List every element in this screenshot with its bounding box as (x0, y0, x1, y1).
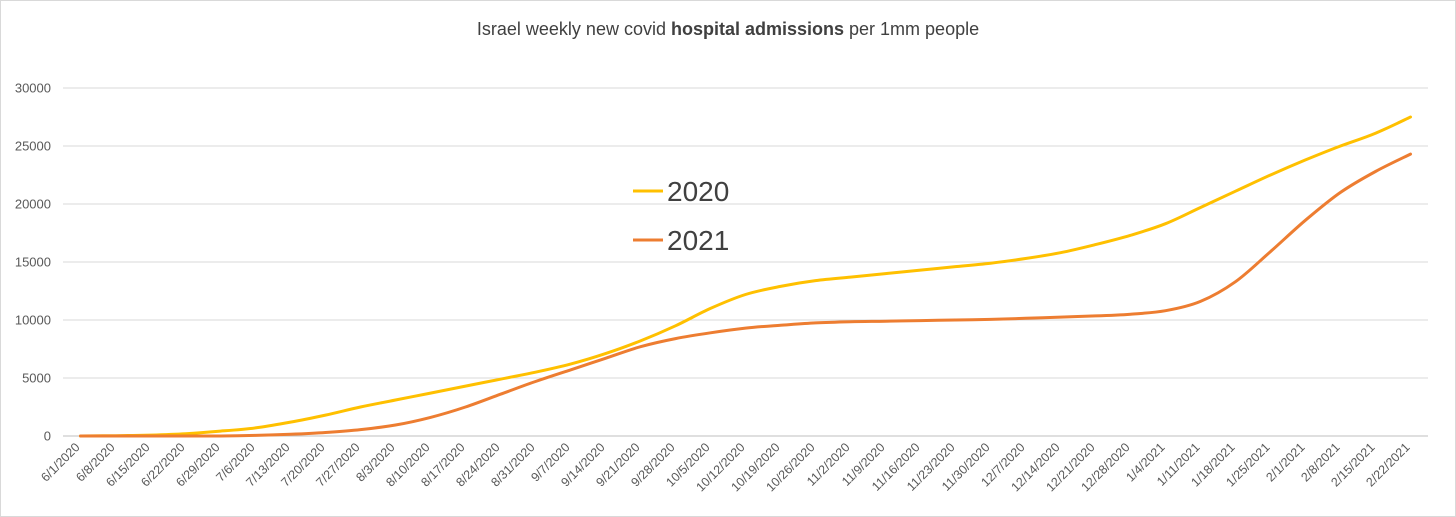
chart-title-suffix: per 1mm people (844, 19, 979, 39)
y-tick-label: 25000 (15, 139, 51, 154)
y-tick-label: 30000 (15, 81, 51, 96)
legend-label-2021: 2021 (667, 225, 729, 256)
y-tick-label: 20000 (15, 197, 51, 212)
gridlines (63, 87, 1428, 437)
y-tick-label: 10000 (15, 313, 51, 328)
y-tick-label: 5000 (22, 371, 51, 386)
chart-title-emphasis: hospital admissions (671, 19, 844, 39)
legend: 2020 2021 (633, 176, 729, 256)
chart-title-prefix: Israel weekly new covid (477, 19, 671, 39)
y-tick-label: 15000 (15, 255, 51, 270)
chart-title: Israel weekly new covid hospital admissi… (477, 19, 979, 39)
series-lines (79, 115, 1412, 438)
y-tick-label: 0 (44, 429, 51, 444)
series-line-2020 (79, 115, 1412, 438)
series-line-2021 (79, 152, 1412, 438)
legend-label-2020: 2020 (667, 176, 729, 207)
y-axis-ticks: 0 5000 10000 15000 20000 25000 30000 (15, 81, 51, 444)
x-axis-ticks: 6/1/20206/8/20206/15/20206/22/20206/29/2… (38, 440, 1412, 494)
